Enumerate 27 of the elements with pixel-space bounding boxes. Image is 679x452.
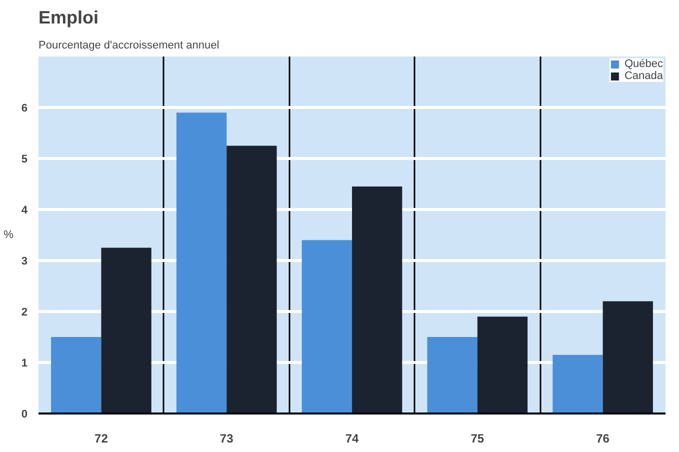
y-tick-label: 0 [21, 408, 28, 420]
y-tick-label: 2 [21, 306, 28, 318]
y-tick-label: 5 [21, 154, 28, 166]
y-tick-label: 6 [21, 102, 28, 114]
legend-label: Québec [624, 58, 663, 70]
x-tick-label: 76 [596, 432, 610, 446]
bar [552, 354, 603, 414]
bar [302, 240, 352, 414]
y-tick-label: 3 [21, 256, 28, 268]
legend-label: Canada [624, 70, 663, 82]
chart-title: Emploi [38, 8, 99, 28]
bar [226, 146, 277, 414]
y-tick-label: 4 [21, 204, 28, 216]
bar [352, 186, 402, 414]
y-axis-title: % [4, 229, 14, 241]
bar [427, 337, 478, 414]
y-tick-label: 1 [21, 358, 28, 370]
bar [602, 301, 653, 414]
bar [477, 316, 528, 414]
x-tick-label: 73 [220, 432, 234, 446]
bar [176, 112, 227, 414]
x-tick-label: 75 [470, 432, 484, 446]
bar [51, 337, 102, 414]
x-tick-label: 74 [345, 432, 359, 446]
x-tick-label: 72 [94, 432, 108, 446]
chart-subtitle: Pourcentage d'accroissement annuel [38, 40, 220, 52]
bar [101, 248, 152, 414]
